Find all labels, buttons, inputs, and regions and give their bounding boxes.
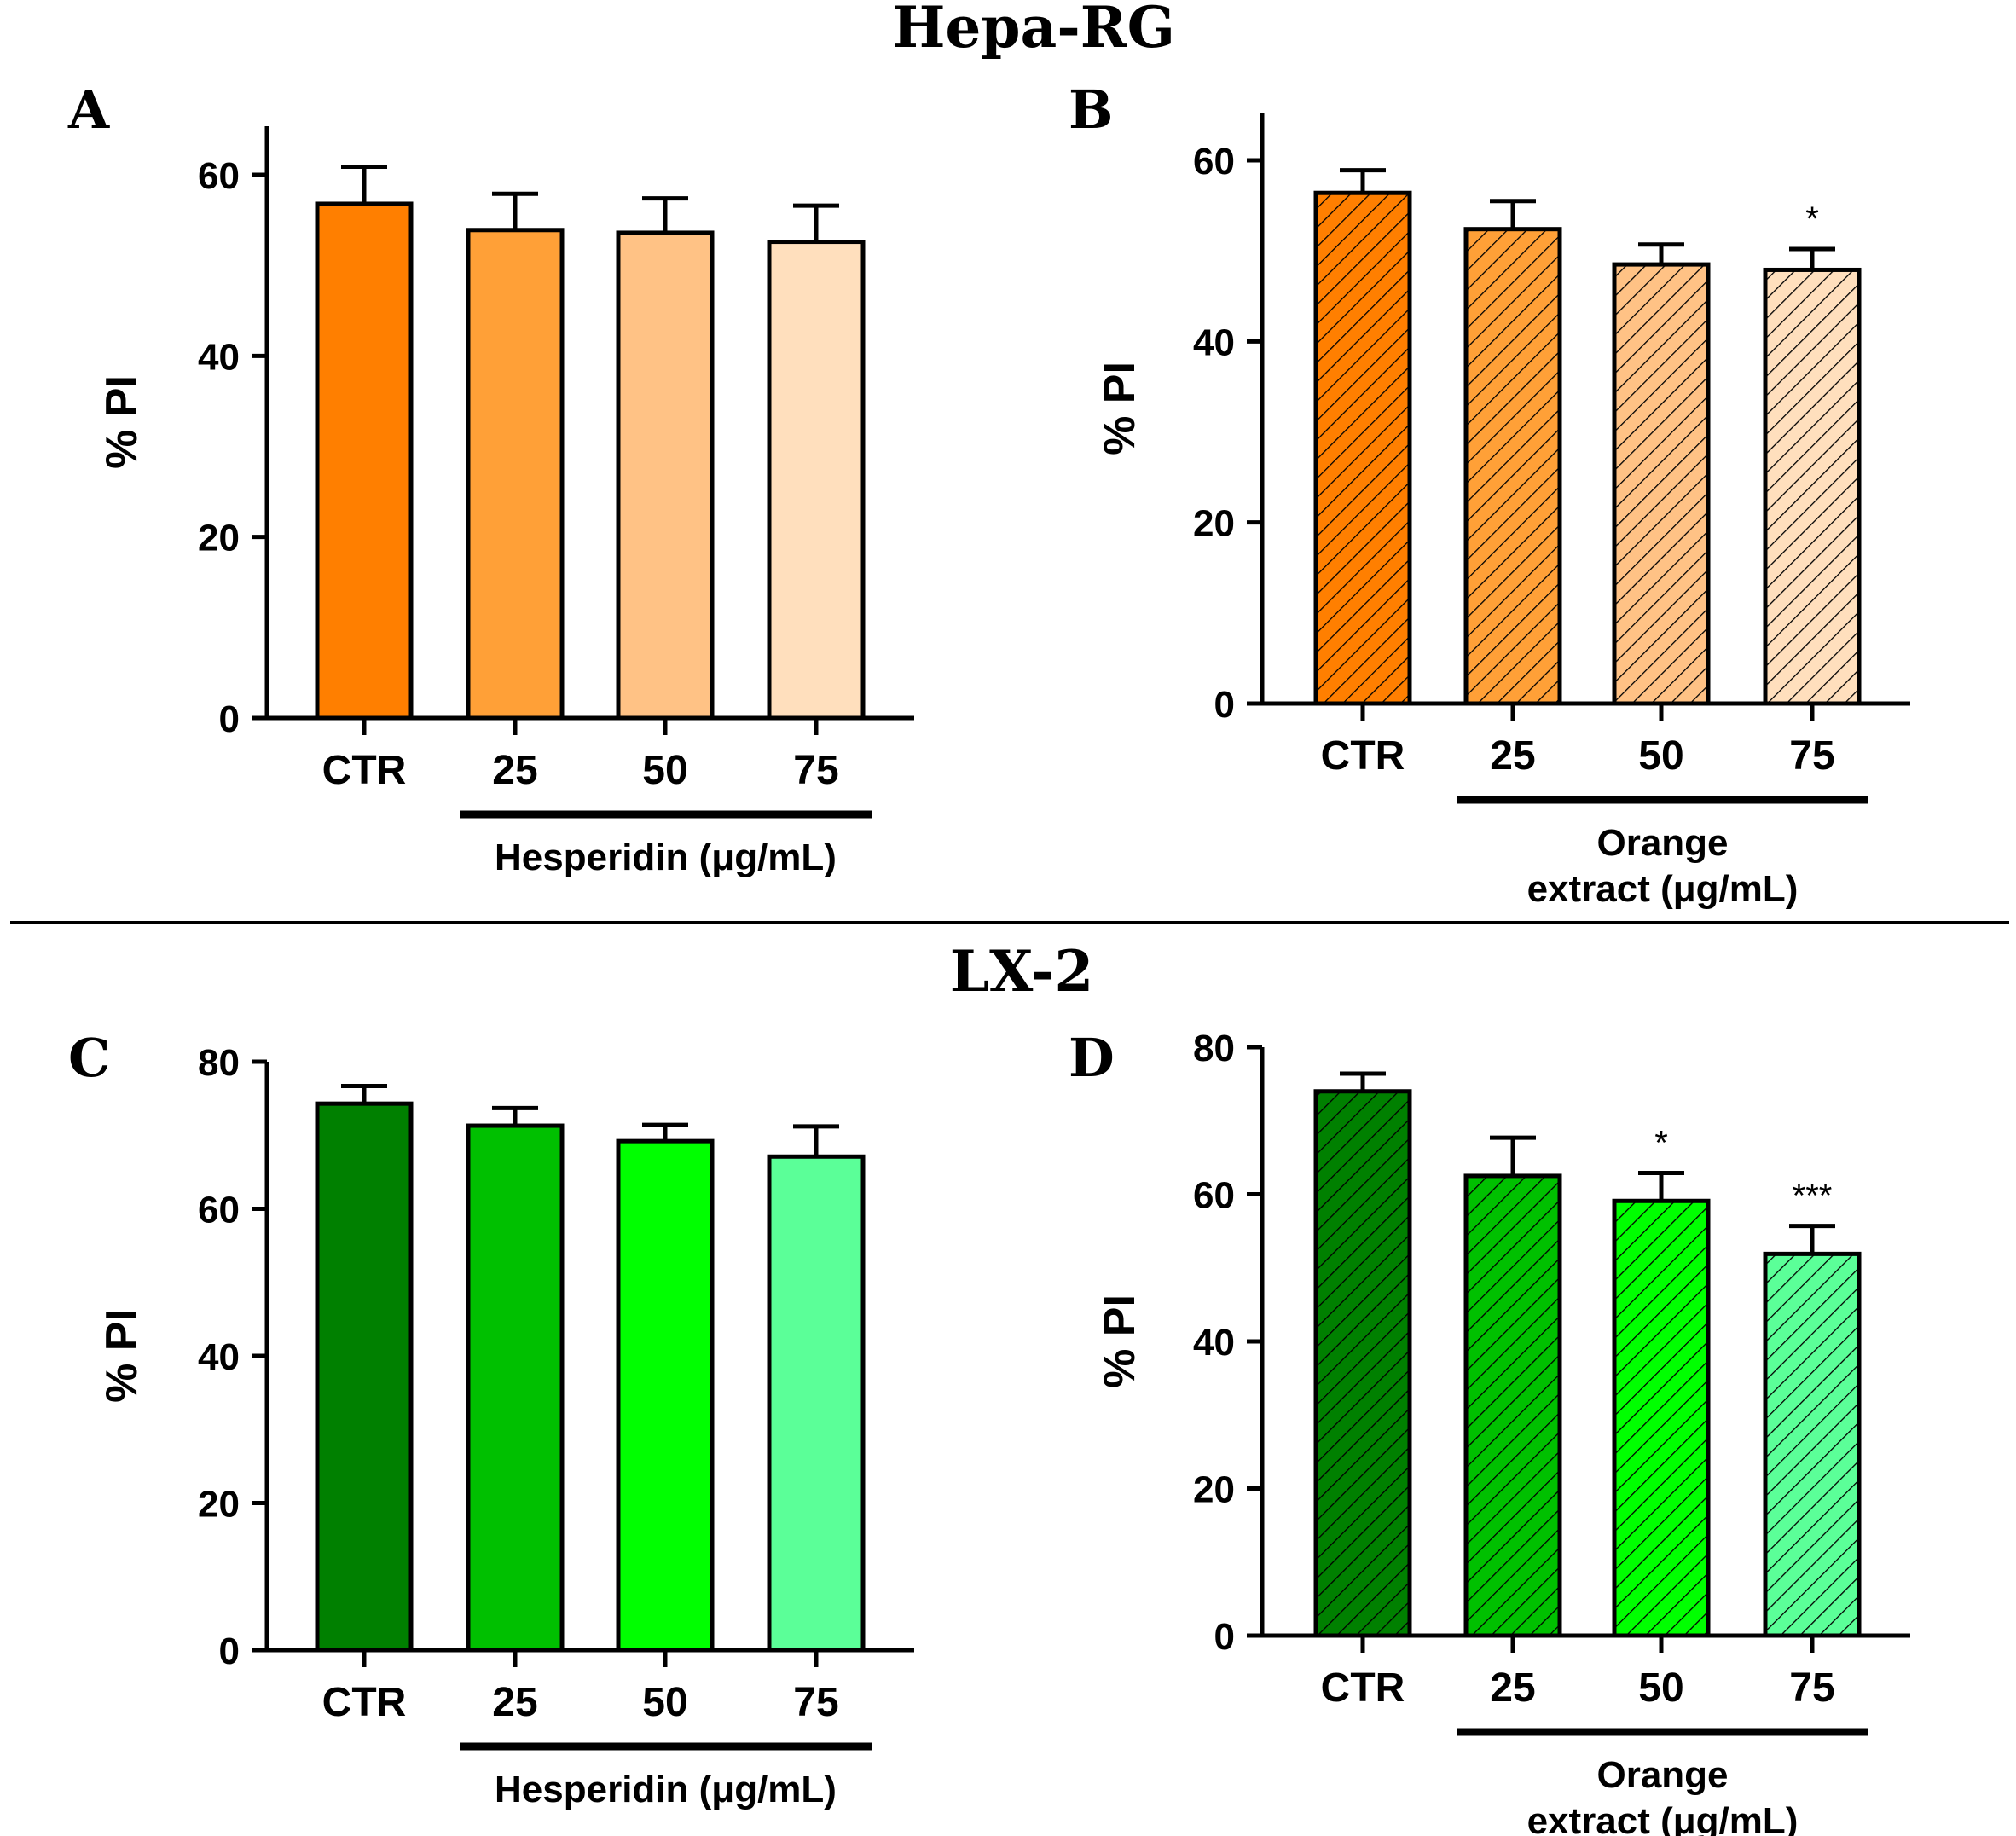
- group-label: extract (μg/mL): [1527, 1800, 1799, 1836]
- x-tick-label: CTR: [322, 748, 407, 793]
- bar-50: [1612, 262, 1711, 706]
- bar-25: [1463, 227, 1562, 706]
- x-tick-label: 25: [1490, 733, 1535, 779]
- x-tick-label: 25: [492, 748, 537, 793]
- significance-marker: *: [1654, 1124, 1668, 1161]
- panel-d-chart: D % PI 0 20 40 60 80 CTR 25 50 * 75 *** Orange extract…: [1069, 1027, 1910, 1836]
- y-tick-label: 20: [1193, 1469, 1235, 1511]
- bar-ctr: [315, 201, 414, 721]
- bar-25: [466, 228, 565, 721]
- bar-25: [466, 1123, 565, 1653]
- y-tick-label: 40: [1193, 1322, 1235, 1364]
- y-axis-label: % PI: [97, 1309, 147, 1403]
- bar-ctr: [315, 1101, 414, 1653]
- x-tick-label: 50: [642, 748, 687, 793]
- x-tick-label: CTR: [1321, 1665, 1405, 1711]
- hepa-rg-title: Hepa-RG: [892, 0, 1175, 61]
- x-tick-label: 25: [492, 1680, 537, 1725]
- x-tick-label: 75: [1789, 1665, 1834, 1711]
- bar-ctr: [1313, 190, 1412, 706]
- bar-25: [1463, 1173, 1562, 1638]
- group-label: Orange: [1596, 1754, 1728, 1796]
- y-tick-label: 20: [1193, 503, 1235, 545]
- y-tick-label: 40: [198, 1336, 240, 1378]
- y-tick-label: 0: [219, 698, 240, 740]
- y-tick-label: 60: [1193, 141, 1235, 182]
- y-tick-label: 80: [1193, 1028, 1235, 1069]
- x-tick-label: 50: [1638, 1665, 1683, 1711]
- bar-50: [616, 230, 715, 721]
- panel-letter-a: A: [67, 78, 110, 141]
- y-tick-label: 0: [1214, 684, 1235, 726]
- bar-75: [1763, 267, 1862, 706]
- y-tick-label: 40: [1193, 321, 1235, 363]
- group-label: Hesperidin (μg/mL): [495, 837, 837, 878]
- panel-c-chart: C % PI 0 20 40 60 80 CTR 25 50 75 Hesperidin (μg/mL…: [68, 1027, 914, 1810]
- bar-50: [616, 1138, 715, 1653]
- y-axis-label: % PI: [1095, 1294, 1144, 1388]
- panel-letter-d: D: [1069, 1027, 1115, 1089]
- x-tick-label: CTR: [322, 1680, 407, 1725]
- bar-75: [767, 1154, 866, 1653]
- y-axis-label: % PI: [1095, 362, 1144, 455]
- y-tick-label: 20: [198, 1484, 240, 1526]
- x-tick-label: CTR: [1321, 733, 1405, 779]
- x-tick-label: 50: [1638, 733, 1683, 779]
- y-tick-label: 40: [198, 336, 240, 378]
- panel-letter-c: C: [68, 1027, 110, 1089]
- x-tick-label: 75: [793, 748, 838, 793]
- group-label: extract (μg/mL): [1527, 868, 1799, 910]
- significance-marker: ***: [1793, 1178, 1833, 1215]
- y-axis-label: % PI: [97, 375, 147, 469]
- y-tick-label: 60: [198, 155, 240, 197]
- y-tick-label: 60: [1193, 1175, 1235, 1217]
- bar-ctr: [1313, 1089, 1412, 1638]
- group-label: Hesperidin (μg/mL): [495, 1769, 837, 1810]
- y-tick-label: 0: [1214, 1616, 1235, 1658]
- bar-50: [1612, 1198, 1711, 1638]
- y-tick-label: 60: [198, 1190, 240, 1231]
- x-tick-label: 25: [1490, 1665, 1535, 1711]
- x-tick-label: 75: [1789, 733, 1834, 779]
- y-tick-label: 80: [198, 1042, 240, 1084]
- y-tick-label: 0: [219, 1630, 240, 1672]
- bar-75: [1763, 1251, 1862, 1638]
- group-label: Orange: [1596, 822, 1728, 864]
- bar-75: [767, 240, 866, 721]
- panel-letter-b: B: [1069, 78, 1113, 141]
- x-tick-label: 75: [793, 1680, 838, 1725]
- x-tick-label: 50: [642, 1680, 687, 1725]
- lx-2-title: LX-2: [950, 938, 1094, 1005]
- panel-a-chart: A % PI 0 20 40 60 CTR 25 50 75 Hesperidin (μg/mL): [67, 78, 914, 878]
- significance-marker: *: [1805, 200, 1819, 238]
- y-tick-label: 20: [198, 518, 240, 559]
